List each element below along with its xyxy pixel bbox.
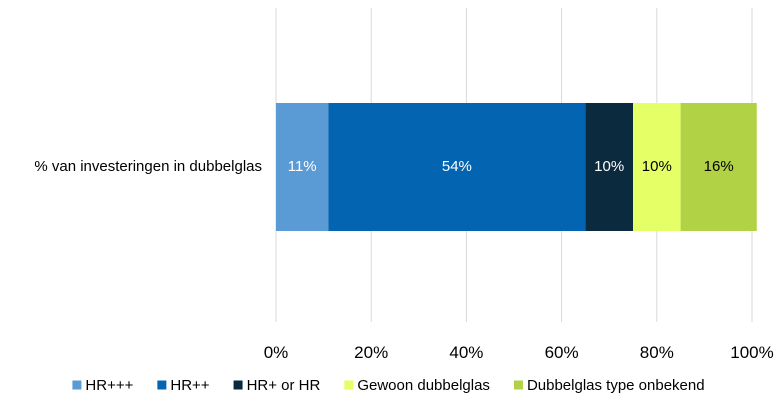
bar-segment-1 — [276, 103, 329, 231]
category-axis: % van investeringen in dubbelglas — [34, 158, 262, 175]
legend-swatch — [72, 380, 82, 390]
value-axis-ticks: 0% 20% 40% 60% 80% 100% — [264, 343, 774, 362]
bar-segment-4 — [633, 103, 681, 231]
legend-item: Dubbelglas type onbekend — [513, 377, 705, 394]
data-label: 10% — [594, 158, 624, 175]
x-tick-label: 60% — [545, 343, 579, 362]
x-tick-label: 0% — [264, 343, 289, 362]
legend-item: Gewoon dubbelglas — [344, 377, 490, 394]
bar-segment-5 — [680, 103, 757, 231]
legend-item: HR+++ — [72, 377, 134, 394]
legend-label: Gewoon dubbelglas — [357, 377, 490, 394]
data-label: 16% — [704, 158, 734, 175]
x-tick-label: 80% — [640, 343, 674, 362]
legend-swatch — [513, 380, 523, 390]
data-label: 54% — [442, 158, 472, 175]
bar-segment-3 — [585, 103, 633, 231]
x-tick-label: 20% — [354, 343, 388, 362]
legend-swatch — [157, 380, 167, 390]
legend-label: HR++ — [170, 377, 209, 394]
data-label: 11% — [288, 158, 317, 175]
x-tick-label: 40% — [449, 343, 483, 362]
x-tick-label: 100% — [730, 343, 773, 362]
data-label: 10% — [642, 158, 672, 175]
legend: HR+++ HR++ HR+ or HR Gewoon dubbelglas Dubbe… — [72, 377, 705, 394]
legend-item: HR++ — [157, 377, 210, 394]
bar-segment-2 — [328, 103, 586, 231]
legend-swatch — [344, 380, 354, 390]
legend-label: HR+++ — [85, 377, 133, 394]
legend-swatch — [233, 380, 243, 390]
category-label: % van investeringen in dubbelglas — [34, 158, 262, 175]
legend-label: HR+ or HR — [247, 377, 321, 394]
legend-item: HR+ or HR — [233, 377, 321, 394]
bars — [276, 103, 757, 231]
data-labels: 11% 54% 10% 10% 16% — [288, 158, 734, 175]
legend-label: Dubbelglas type onbekend — [527, 377, 705, 394]
